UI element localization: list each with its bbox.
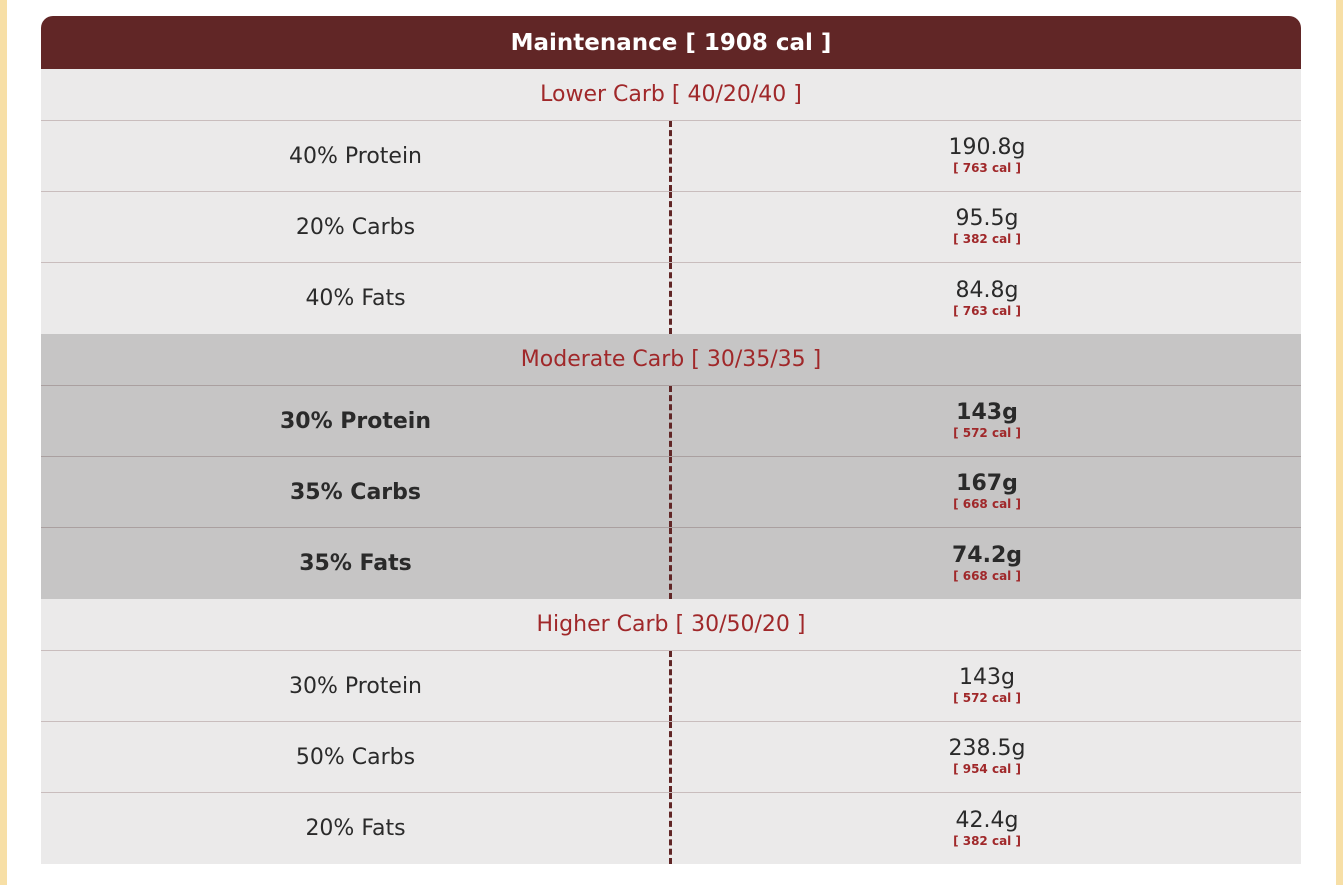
grams-value: 74.2g	[951, 542, 1023, 568]
macro-label: 40% Fats	[305, 286, 406, 311]
macro-label: 30% Protein	[279, 408, 432, 434]
macro-label: 40% Protein	[288, 143, 422, 169]
table-row: 40% Fats 84.8g [ 763 cal ]	[41, 263, 1301, 334]
maintenance-header: Maintenance [ 1908 cal ]	[41, 16, 1301, 69]
table-row: 20% Fats 42.4g [ 382 cal ]	[41, 793, 1301, 864]
macro-value: 167g [ 668 cal ]	[673, 457, 1301, 527]
macro-label: 50% Carbs	[295, 744, 416, 770]
table-row: 20% Carbs 95.5g [ 382 cal ]	[41, 192, 1301, 263]
grams-value: 238.5g	[948, 736, 1026, 761]
calories-value: [ 382 cal ]	[953, 833, 1021, 848]
grams-value: 95.5g	[955, 206, 1019, 231]
grams-value: 143g	[956, 400, 1018, 425]
grams-value: 167g	[956, 471, 1018, 496]
macro-value: 95.5g [ 382 cal ]	[673, 192, 1301, 262]
section-title: Lower Carb [ 40/20/40 ]	[41, 69, 1301, 121]
grams-value: 42.4g	[955, 807, 1019, 833]
grams-value: 190.8g	[948, 135, 1026, 160]
macro-label: 20% Fats	[305, 816, 406, 841]
section-higher-carb: Higher Carb [ 30/50/20 ] 30% Protein 143…	[41, 599, 1301, 864]
calories-value: [ 572 cal ]	[953, 691, 1021, 705]
calories-value: [ 763 cal ]	[953, 161, 1021, 175]
macro-label: 35% Carbs	[289, 479, 421, 505]
calories-value: [ 763 cal ]	[953, 303, 1021, 318]
page-border-left	[0, 0, 7, 885]
macro-label: 20% Carbs	[295, 214, 416, 240]
table-row: 30% Protein 143g [ 572 cal ]	[41, 386, 1301, 457]
table-row: 50% Carbs 238.5g [ 954 cal ]	[41, 722, 1301, 793]
page-border-right	[1336, 0, 1343, 885]
macro-value: 84.8g [ 763 cal ]	[673, 263, 1301, 334]
section-moderate-carb: Moderate Carb [ 30/35/35 ] 30% Protein 1…	[41, 334, 1301, 599]
calories-value: [ 668 cal ]	[953, 568, 1021, 583]
macro-value: 143g [ 572 cal ]	[673, 651, 1301, 721]
grams-value: 84.8g	[955, 277, 1019, 303]
macro-label: 30% Protein	[288, 673, 422, 699]
section-title: Moderate Carb [ 30/35/35 ]	[41, 334, 1301, 386]
table-row: 30% Protein 143g [ 572 cal ]	[41, 651, 1301, 722]
table-row: 35% Fats 74.2g [ 668 cal ]	[41, 528, 1301, 599]
macro-value: 190.8g [ 763 cal ]	[673, 121, 1301, 191]
macro-label: 35% Fats	[299, 551, 412, 576]
macro-value: 42.4g [ 382 cal ]	[673, 793, 1301, 864]
table-row: 35% Carbs 167g [ 668 cal ]	[41, 457, 1301, 528]
calories-value: [ 954 cal ]	[953, 762, 1021, 776]
grams-value: 143g	[959, 665, 1015, 690]
macro-results-card: Maintenance [ 1908 cal ] Lower Carb [ 40…	[41, 16, 1301, 864]
section-title: Higher Carb [ 30/50/20 ]	[41, 599, 1301, 651]
calories-value: [ 572 cal ]	[953, 426, 1021, 440]
macro-value: 143g [ 572 cal ]	[673, 386, 1301, 456]
table-row: 40% Protein 190.8g [ 763 cal ]	[41, 121, 1301, 192]
calories-value: [ 668 cal ]	[953, 497, 1021, 511]
macro-value: 74.2g [ 668 cal ]	[673, 528, 1301, 599]
macro-value: 238.5g [ 954 cal ]	[673, 722, 1301, 792]
calories-value: [ 382 cal ]	[953, 232, 1021, 246]
section-lower-carb: Lower Carb [ 40/20/40 ] 40% Protein 190.…	[41, 69, 1301, 334]
